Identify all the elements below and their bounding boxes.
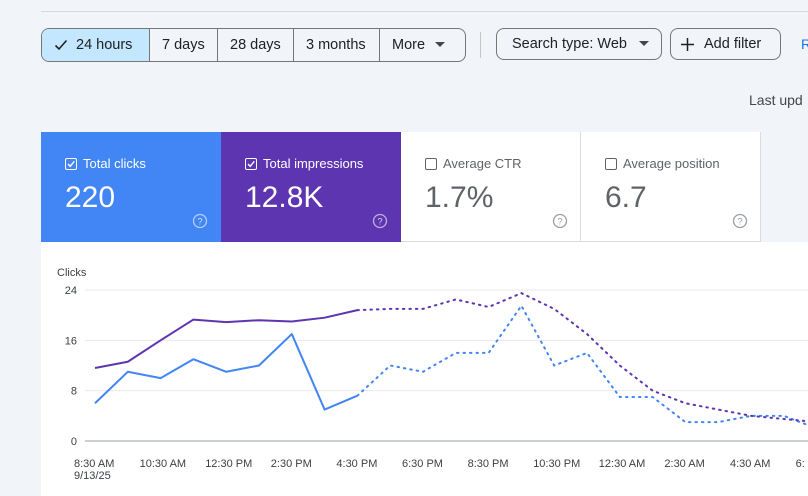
x-tick-label: 10:30 PM — [533, 458, 580, 470]
date-range-selector: 24 hours 7 days 28 days 3 months More — [41, 28, 466, 62]
range-3-months[interactable]: 3 months — [294, 29, 380, 61]
range-7-days-label: 7 days — [162, 37, 205, 53]
help-icon[interactable]: ? — [192, 213, 208, 229]
checkbox-unchecked-icon[interactable] — [425, 157, 437, 170]
toolbar-divider — [480, 32, 481, 58]
x-tick-label: 6:30 PM — [402, 458, 443, 470]
x-tick-label: 12:30 AM — [599, 458, 645, 470]
metric-card-average-position[interactable]: Average position 6.7 ? — [581, 132, 761, 242]
range-28-days[interactable]: 28 days — [218, 29, 294, 61]
y-tick-label: 16 — [65, 335, 77, 347]
x-tick-label: 12:30 PM — [205, 458, 252, 470]
y-tick-label: 8 — [71, 386, 77, 398]
clicks-projected-line — [356, 303, 808, 427]
metric-label: Average position — [623, 156, 720, 171]
add-filter-label: Add filter — [704, 36, 762, 52]
more-label: More — [392, 37, 426, 53]
chart-canvas: Clicks 24 16 8 0 8:30 AM 10:30 AM 12:30 PM 2:30 … — [57, 267, 808, 482]
y-tick-label: 0 — [71, 436, 77, 448]
range-7-days[interactable]: 7 days — [150, 29, 218, 61]
reset-link[interactable]: R — [801, 36, 808, 52]
range-24-hours[interactable]: 24 hours — [42, 29, 150, 61]
metric-value: 6.7 — [605, 181, 647, 214]
top-divider — [41, 11, 808, 12]
caret-down-icon — [435, 42, 445, 47]
svg-text:?: ? — [557, 217, 562, 228]
metric-value: 1.7% — [425, 181, 494, 214]
plus-icon — [681, 37, 694, 51]
range-28-days-label: 28 days — [230, 37, 281, 53]
help-icon[interactable]: ? — [372, 213, 388, 229]
checkbox-checked-icon[interactable] — [245, 157, 257, 170]
search-type-label: Search type: Web — [512, 36, 627, 52]
metric-value: 12.8K — [245, 181, 324, 214]
metric-value: 220 — [65, 181, 116, 214]
metric-label: Average CTR — [443, 156, 522, 171]
metric-label: Total impressions — [263, 156, 364, 171]
impressions-line — [94, 309, 358, 369]
x-tick-label: 6: — [796, 458, 805, 470]
caret-down-icon — [639, 41, 649, 46]
metric-card-total-clicks[interactable]: Total clicks 220 ? — [41, 132, 221, 242]
help-icon[interactable]: ? — [552, 213, 568, 229]
x-tick-label: 2:30 AM — [664, 458, 704, 470]
checkbox-checked-icon[interactable] — [65, 157, 77, 170]
search-type-dropdown[interactable]: Search type: Web — [496, 28, 662, 60]
performance-chart: Clicks 24 16 8 0 8:30 AM 10:30 AM 12:30 PM 2:30 … — [41, 242, 808, 496]
x-tick-label: 4:30 PM — [336, 458, 377, 470]
range-3-months-label: 3 months — [306, 37, 366, 53]
x-tick-label: 8:30 AM — [74, 458, 114, 470]
check-icon — [54, 39, 68, 51]
svg-text:?: ? — [737, 217, 742, 228]
more-ranges-button[interactable]: More — [380, 29, 465, 61]
x-tick-label: 4:30 AM — [730, 458, 770, 470]
add-filter-button[interactable]: Add filter — [670, 28, 781, 60]
x-tick-label: 8:30 PM — [468, 458, 509, 470]
range-24-hours-label: 24 hours — [76, 37, 133, 53]
help-icon[interactable]: ? — [732, 213, 748, 229]
clicks-line — [94, 333, 358, 411]
metric-label: Total clicks — [83, 156, 146, 171]
x-date-label: 9/13/25 — [74, 470, 111, 482]
metric-card-average-ctr[interactable]: Average CTR 1.7% ? — [401, 132, 581, 242]
y-axis-title: Clicks — [57, 267, 87, 279]
svg-text:?: ? — [197, 217, 202, 228]
y-tick-label: 24 — [65, 285, 77, 297]
metric-card-total-impressions[interactable]: Total impressions 12.8K ? — [221, 132, 401, 242]
last-updated-text: Last upd — [749, 92, 803, 108]
x-tick-label: 2:30 PM — [271, 458, 312, 470]
checkbox-unchecked-icon[interactable] — [605, 157, 617, 170]
x-tick-label: 10:30 AM — [140, 458, 186, 470]
impressions-projected-line — [356, 292, 808, 423]
svg-text:?: ? — [377, 217, 382, 228]
